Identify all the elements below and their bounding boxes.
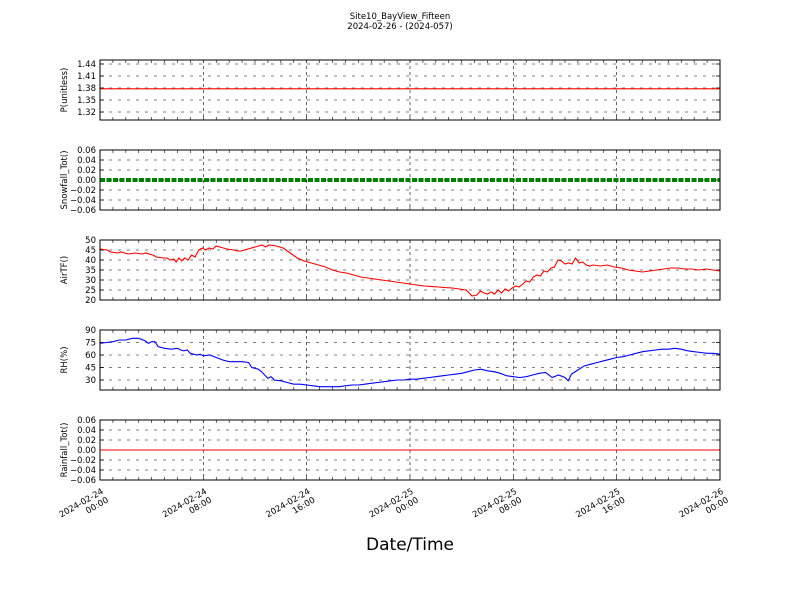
panel-p: 1.32 1.35 1.38 1.41 1.44 P(unitless)	[60, 59, 721, 121]
y-tick-label: 1.44	[77, 60, 96, 70]
y-tick-label: −0.06	[70, 476, 96, 486]
y-tick-label: 0.00	[77, 446, 96, 456]
y-tick-label: 1.32	[77, 108, 96, 118]
y-tick-label: −0.04	[70, 196, 96, 206]
panel-frame	[99, 329, 721, 391]
series-line-rh	[99, 337, 721, 388]
y-tick-label: 40	[85, 256, 96, 266]
y-tick-label: 50	[85, 236, 96, 246]
panel-frame	[99, 59, 721, 121]
series-line-airtf	[99, 244, 721, 297]
y-tick-label: 0.04	[77, 426, 96, 436]
y-axis-label: RH(%)	[60, 346, 70, 373]
panel-frame	[99, 149, 721, 211]
y-tick-label: 1.41	[77, 72, 96, 82]
y-tick-label: −0.04	[70, 466, 96, 476]
y-tick-label: 0.04	[77, 156, 96, 166]
y-tick-label: 1.38	[77, 84, 96, 94]
y-tick-label: 25	[85, 286, 96, 296]
y-tick-label: 0.00	[77, 176, 96, 186]
panel-frame	[99, 419, 721, 481]
y-axis-label: Rainfall_Tot()	[60, 423, 70, 478]
y-tick-label: 45	[85, 246, 96, 256]
y-tick-label: 0.06	[77, 416, 96, 426]
y-tick-label: 30	[85, 276, 96, 286]
y-tick-label: 45	[85, 364, 96, 374]
y-tick-label: −0.02	[70, 186, 96, 196]
y-tick-label: 75	[85, 339, 96, 349]
chart-subtitle: 2024-02-26 - (2024-057)	[347, 22, 452, 32]
panel-rh: 90 75 60 45 30 RH(%)	[60, 326, 721, 391]
y-tick-label: −0.02	[70, 456, 96, 466]
y-tick-label: 90	[85, 326, 96, 336]
panel-frame	[99, 239, 721, 301]
y-tick-label: 1.35	[77, 96, 96, 106]
panels: 1.321.351.381.411.44P(unitless)0.060.040…	[60, 59, 721, 486]
y-axis-label: P(unitless)	[60, 68, 70, 113]
panel-snowfall: 0.060.040.020.00−0.02−0.04−0.06Snowfall_…	[60, 146, 721, 216]
y-tick-label: 35	[85, 266, 96, 276]
y-axis-label: Snowfall_Tot()	[60, 150, 70, 209]
y-tick-label: 0.06	[77, 146, 96, 156]
chart-title: Site10_BayView_Fifteen	[350, 12, 451, 22]
y-tick-label: 30	[85, 376, 96, 386]
y-tick-label: 0.02	[77, 436, 96, 446]
x-axis-label: Date/Time	[366, 535, 454, 555]
y-tick-label: 20	[85, 296, 96, 306]
y-tick-label: 0.02	[77, 166, 96, 176]
panel-rainfall: 0.060.040.020.00−0.02−0.04−0.06Rainfall_…	[60, 416, 721, 486]
y-tick-label: −0.06	[70, 206, 96, 216]
y-axis-label: AirTF()	[60, 256, 70, 284]
y-tick-label: 60	[85, 351, 96, 361]
